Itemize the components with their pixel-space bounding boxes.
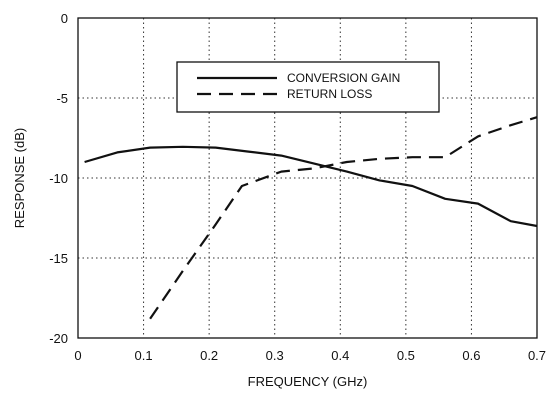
legend-label: RETURN LOSS	[287, 87, 372, 101]
x-tick-label: 0.1	[135, 348, 153, 363]
x-tick-label: 0	[74, 348, 81, 363]
y-axis-title: RESPONSE (dB)	[12, 128, 27, 228]
y-tick-label: -5	[56, 91, 68, 106]
series-layer	[84, 116, 538, 320]
tick-labels: 0 0.1 0.2 0.3 0.4 0.5 0.6 0.7 0 -5 -10 -15 -20	[49, 11, 546, 363]
y-tick-label: -10	[49, 171, 68, 186]
y-tick-label: -15	[49, 251, 68, 266]
x-tick-label: 0.4	[331, 348, 349, 363]
legend-label: CONVERSION GAIN	[287, 71, 400, 85]
x-axis-title: FREQUENCY (GHz)	[248, 374, 368, 389]
y-tick-label: -20	[49, 331, 68, 346]
x-tick-label: 0.5	[397, 348, 415, 363]
series-line-0	[84, 145, 538, 228]
x-tick-label: 0.2	[200, 348, 218, 363]
legend-box	[176, 61, 440, 113]
y-tick-label: 0	[61, 11, 68, 26]
x-tick-label: 0.6	[462, 348, 480, 363]
series-line-1	[149, 116, 538, 320]
legend: CONVERSION GAIN RETURN LOSS	[176, 61, 440, 113]
x-tick-label: 0.3	[266, 348, 284, 363]
x-tick-label: 0.7	[528, 348, 546, 363]
plot-frame	[77, 17, 538, 339]
